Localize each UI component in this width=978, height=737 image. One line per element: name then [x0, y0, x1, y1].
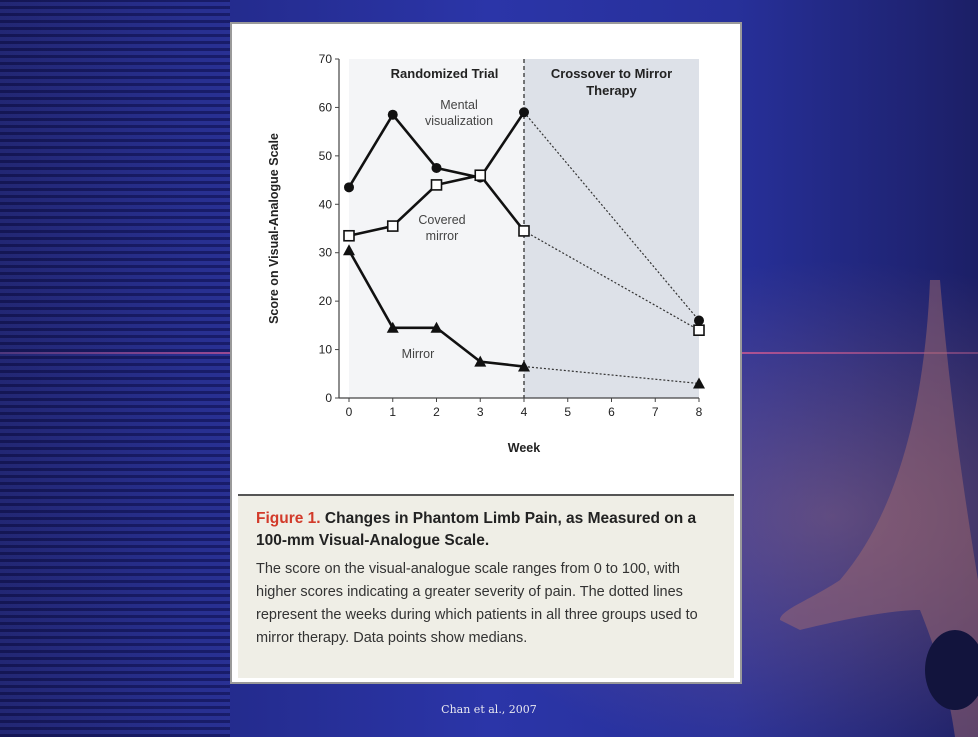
data-point-mental-visualization	[387, 109, 398, 120]
y-axis-title: Score on Visual-Analogue Scale	[267, 133, 281, 324]
data-point-mirror	[474, 355, 487, 367]
annotation-covered-mirror: Covered	[418, 213, 465, 227]
x-tick-label: 8	[696, 405, 703, 419]
caption-figure-label: Figure 1.	[256, 510, 321, 527]
annotation-mirror: Mirror	[402, 347, 435, 361]
y-tick-label: 10	[319, 343, 333, 357]
data-point-mirror	[430, 321, 443, 333]
neuron-illustration	[780, 280, 978, 737]
x-tick-label: 2	[433, 405, 440, 419]
y-tick-label: 20	[319, 294, 333, 308]
data-point-mirror	[386, 321, 399, 333]
y-tick-label: 30	[319, 246, 333, 260]
region-title-randomized: Randomized Trial	[391, 66, 499, 81]
y-tick-label: 0	[325, 391, 332, 405]
region-title-crossover: Crossover to Mirror	[551, 66, 672, 81]
data-point-mental-visualization	[344, 182, 354, 193]
data-point-mirror	[693, 377, 705, 389]
annotation-mental-visualization: visualization	[425, 114, 493, 128]
data-point-mental-visualization	[431, 162, 442, 173]
crossover-line-mirror	[523, 365, 700, 385]
x-tick-label: 3	[477, 405, 484, 419]
data-point-covered-mirror	[474, 169, 487, 182]
data-point-mental-visualization	[519, 107, 529, 118]
x-tick-label: 4	[521, 405, 528, 419]
x-tick-label: 6	[608, 405, 615, 419]
caption-text: The score on the visual-analogue scale r…	[256, 561, 698, 646]
x-tick-label: 5	[564, 405, 571, 419]
data-point-covered-mirror	[430, 179, 443, 191]
caption-title-text: Changes in Phantom Limb Pain, as Measure…	[256, 510, 697, 549]
figure-card: 0 10 20 30 40 50 60 70 0 1 2 3 4 5 6 7 8 Week Score on Vis…	[230, 22, 742, 684]
citation-credit: Chan et al., 2007	[441, 703, 537, 716]
annotation-mental-visualization: Mental	[440, 98, 478, 112]
data-point-mirror	[518, 360, 530, 372]
data-point-covered-mirror	[343, 229, 355, 242]
x-axis-title: Week	[508, 441, 540, 455]
y-tick-label: 70	[319, 52, 333, 66]
data-point-mental-visualization	[694, 315, 704, 326]
figure-caption: Figure 1. Changes in Phantom Limb Pain, …	[238, 494, 734, 678]
annotation-covered-mirror: mirror	[426, 229, 459, 243]
x-tick-label: 0	[346, 405, 353, 419]
data-point-covered-mirror	[386, 220, 399, 232]
y-tick-label: 50	[319, 149, 333, 163]
crossover-line-mental-visualization	[523, 111, 700, 321]
y-tick-label: 40	[319, 197, 333, 211]
y-tick-label: 60	[319, 100, 333, 114]
x-tick-label: 7	[652, 405, 659, 419]
region-title-crossover: Therapy	[586, 83, 637, 98]
data-point-mirror	[343, 244, 355, 256]
region-crossover	[524, 59, 699, 398]
crossover-line-covered-mirror	[523, 230, 700, 331]
x-tick-label: 1	[389, 405, 396, 419]
data-point-covered-mirror	[693, 324, 705, 337]
data-point-covered-mirror	[518, 225, 530, 237]
caption-title: Figure 1. Changes in Phantom Limb Pain, …	[256, 508, 720, 552]
line-chart: 0 10 20 30 40 50 60 70 0 1 2 3 4 5 6 7 8 Week Score on Vis…	[267, 52, 705, 455]
background-stripes	[0, 0, 230, 737]
